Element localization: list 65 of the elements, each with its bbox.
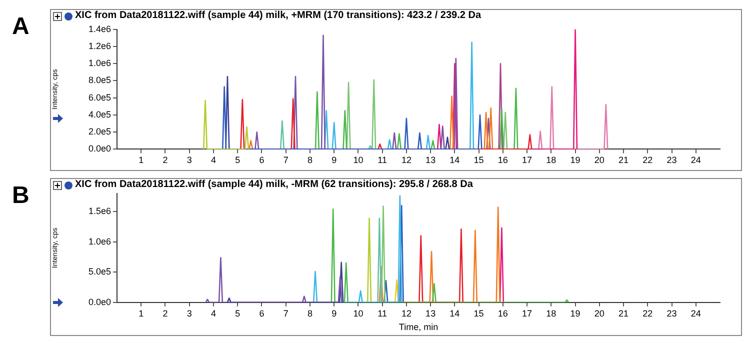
x-tick-label: 4 xyxy=(210,308,216,318)
x-tick-label: 7 xyxy=(283,308,288,318)
y-tick-label: 1.5e6 xyxy=(88,206,111,216)
x-tick-label: 6 xyxy=(259,308,264,318)
x-tick-label: 20 xyxy=(594,155,604,166)
x-tick-label: 2 xyxy=(162,308,168,318)
x-tick-label: 5 xyxy=(235,308,240,318)
x-tick-label: 13 xyxy=(426,155,436,166)
x-tick-label: 5 xyxy=(235,155,240,166)
x-tick-label: 4 xyxy=(210,155,216,166)
x-axis-title: Time, min xyxy=(398,322,438,332)
x-tick-label: 23 xyxy=(666,308,677,318)
x-tick-label: 18 xyxy=(546,308,556,318)
x-tick-label: 8 xyxy=(307,155,312,166)
x-tick-label: 24 xyxy=(690,155,701,166)
x-tick-label: 2 xyxy=(162,155,168,166)
y-tick-label: 6.0e5 xyxy=(88,92,111,102)
x-tick-label: 24 xyxy=(690,308,701,318)
x-tick-label: 1 xyxy=(138,155,144,166)
x-tick-label: 11 xyxy=(378,155,387,166)
x-tick-label: 7 xyxy=(283,155,288,166)
x-tick-label: 11 xyxy=(378,308,387,318)
x-tick-label: 14 xyxy=(450,308,460,318)
x-tick-label: 22 xyxy=(642,308,653,318)
x-tick-label: 10 xyxy=(353,155,364,166)
y-tick-label: 1.0e6 xyxy=(88,58,111,68)
chart-title: XIC from Data20181122.wiff (sample 44) milk, +MRM (170 transitions): 423.2 / 239.2 Da xyxy=(75,10,482,21)
x-tick-label: 6 xyxy=(259,155,264,166)
x-tick-label: 1 xyxy=(138,308,144,318)
y-tick-label: 0.0e0 xyxy=(88,296,111,307)
x-tick-label: 17 xyxy=(522,155,532,166)
y-tick-label: 1.0e6 xyxy=(88,236,111,246)
x-tick-label: 19 xyxy=(570,308,580,318)
x-tick-label: 3 xyxy=(186,308,192,318)
x-tick-label: 15 xyxy=(474,308,484,318)
chart-title: XIC from Data20181122.wiff (sample 44) milk, -MRM (62 transitions): 295.8 / 268.8 Da xyxy=(75,179,473,190)
x-tick-label: 16 xyxy=(498,308,508,318)
y-tick-label: 0.0e0 xyxy=(88,144,111,154)
x-tick-label: 9 xyxy=(332,155,337,166)
x-tick-label: 16 xyxy=(498,155,508,166)
x-tick-label: 19 xyxy=(570,155,580,166)
text: A xyxy=(12,13,30,41)
x-tick-label: 9 xyxy=(332,308,337,318)
x-tick-label: 13 xyxy=(426,308,436,318)
y-tick-label: 8.0e5 xyxy=(88,75,111,86)
text: B xyxy=(12,182,30,210)
x-tick-label: 23 xyxy=(666,155,677,166)
x-tick-label: 22 xyxy=(642,155,653,166)
x-tick-label: 12 xyxy=(401,155,412,166)
x-tick-label: 15 xyxy=(474,155,484,166)
x-tick-label: 20 xyxy=(594,308,604,318)
x-tick-label: 12 xyxy=(401,308,412,318)
x-tick-label: 17 xyxy=(522,308,532,318)
y-tick-label: 1.4e6 xyxy=(88,24,111,34)
y-tick-label: 1.2e6 xyxy=(88,41,111,51)
x-tick-label: 3 xyxy=(186,155,192,166)
x-tick-label: 8 xyxy=(307,308,312,318)
x-tick-label: 10 xyxy=(353,308,364,318)
y-tick-label: 5.0e5 xyxy=(88,266,111,277)
y-tick-label: 4.0e5 xyxy=(88,109,111,120)
x-tick-label: 18 xyxy=(546,155,556,166)
x-tick-label: 21 xyxy=(618,308,629,318)
x-tick-label: 21 xyxy=(618,155,629,166)
x-tick-label: 14 xyxy=(450,155,460,166)
y-tick-label: 2.0e5 xyxy=(88,126,111,137)
